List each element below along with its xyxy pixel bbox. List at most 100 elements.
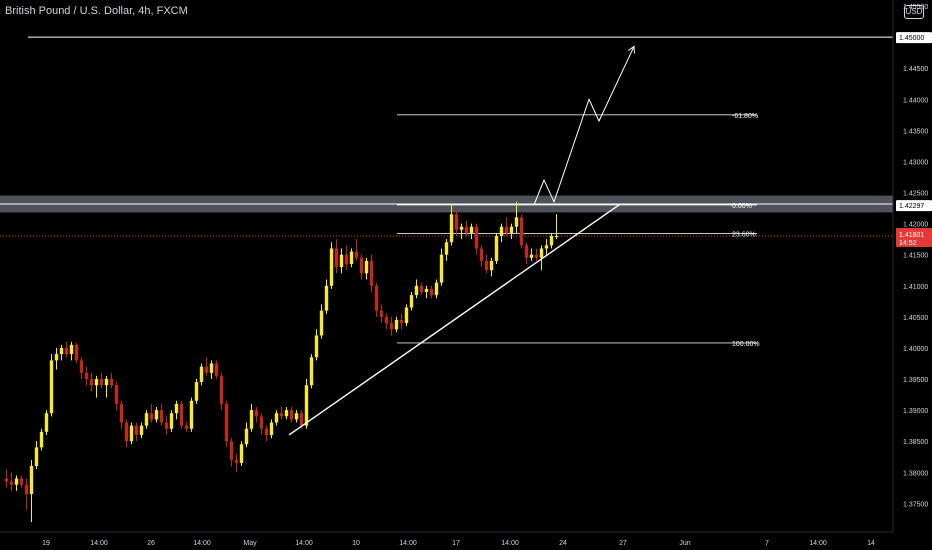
price-tick-label: 1.39000 <box>903 408 928 415</box>
time-tick-label: 27 <box>619 540 627 547</box>
candle-body <box>419 285 424 292</box>
candle-body <box>209 363 214 373</box>
time-tick-label: 26 <box>147 540 155 547</box>
time-axis: 19 14:00 26 14:00 May 14:00 10 14:00 17 14:00 24 27… <box>0 531 893 547</box>
projection-path[interactable] <box>533 46 635 206</box>
candle-body <box>344 254 349 264</box>
fib-level-label: -61.80% <box>732 113 758 120</box>
candle-body <box>409 295 414 308</box>
candle-body <box>244 428 249 445</box>
current-price-tag[interactable] <box>896 227 932 247</box>
price-tick-label: 1.44000 <box>903 97 928 104</box>
candle-body <box>199 366 204 383</box>
time-tick-label: 14:00 <box>193 540 211 547</box>
candle-body <box>74 344 79 361</box>
candle-body <box>34 447 39 467</box>
candle-body <box>314 335 319 358</box>
candle-body <box>249 410 254 429</box>
candle-body <box>219 375 224 404</box>
candle-body <box>154 410 159 420</box>
candle-body <box>279 413 284 417</box>
candle-body <box>444 242 449 255</box>
price-tick-label: 1.44500 <box>903 66 928 73</box>
candle-body <box>379 310 384 317</box>
current-price-countdown: 14:52 <box>899 240 917 247</box>
candle-body <box>304 385 309 426</box>
candle-body <box>294 413 299 420</box>
candle-body <box>259 416 264 429</box>
time-tick-label: 17 <box>452 540 460 547</box>
candle-body <box>289 410 294 420</box>
candle-body <box>489 260 494 271</box>
candle-body <box>514 217 519 227</box>
candle-body <box>364 260 369 274</box>
candle-body <box>69 344 74 355</box>
candle-body <box>464 226 469 233</box>
candle-body <box>389 323 394 330</box>
candle-body <box>274 413 279 423</box>
price-axis: 1.45500 1.44500 1.44000 1.43500 1.43000 1.425… <box>892 0 928 532</box>
candle-body <box>224 403 229 442</box>
candle-body <box>174 403 179 414</box>
ascending-trendline[interactable] <box>288 204 620 436</box>
candle-body <box>194 382 199 401</box>
candle-body <box>59 347 64 355</box>
candle-body <box>99 379 104 386</box>
current-price-value: 1.41801 <box>899 232 924 239</box>
candle-body <box>414 285 419 296</box>
price-tick-label: 1.41500 <box>903 253 928 260</box>
candle-body <box>44 413 49 432</box>
candle-body <box>299 413 304 426</box>
candle-body <box>454 214 459 230</box>
candle-body <box>394 319 399 330</box>
candle-body <box>229 441 234 460</box>
resistance-level-value: 1.42297 <box>899 203 924 210</box>
projection-arrowhead <box>628 45 635 54</box>
currency-badge[interactable]: USD <box>904 5 924 19</box>
price-tick-label: 1.40000 <box>903 346 928 353</box>
candle-body <box>39 431 44 448</box>
candle-body <box>384 316 389 324</box>
candle-body <box>19 478 24 485</box>
candle-body <box>554 236 559 238</box>
candle-body <box>234 459 239 463</box>
candle-body <box>139 425 144 435</box>
fib-level-label: 100.00% <box>732 341 760 348</box>
candle-body <box>484 260 489 271</box>
fibonacci-labels: -61.80% 0.00% 23.60% 100.00% <box>732 113 760 348</box>
fib-level-label: 0.00% <box>732 203 752 210</box>
time-tick-label: 19 <box>42 540 50 547</box>
candle-body <box>49 360 54 414</box>
candle-body <box>14 478 19 485</box>
target-level-tag[interactable] <box>896 32 932 44</box>
time-tick-label: 14:00 <box>501 540 519 547</box>
price-tick-label: 1.41000 <box>903 284 928 291</box>
candle-body <box>114 385 119 404</box>
price-tick-label: 1.37500 <box>903 501 928 508</box>
time-tick-label: 24 <box>559 540 567 547</box>
candle-body <box>404 307 409 324</box>
price-tick-label: 1.43500 <box>903 128 928 135</box>
candle-body <box>109 379 114 386</box>
candle-body <box>124 422 129 442</box>
candle-body <box>469 226 474 233</box>
candle-body <box>129 425 134 442</box>
time-tick-label: Jun <box>679 540 690 547</box>
price-tick-label: 1.42500 <box>903 191 928 198</box>
candle-body <box>334 248 339 268</box>
price-tick-label: 1.45500 <box>903 4 928 11</box>
candle-body <box>539 248 544 258</box>
resistance-level-tag[interactable] <box>896 200 932 212</box>
candle-body <box>254 410 259 417</box>
candle-body <box>359 257 364 274</box>
price-tick-label: 1.38500 <box>903 439 928 446</box>
candle-body <box>319 310 324 336</box>
candle-body <box>374 285 379 311</box>
candle-body <box>84 372 89 380</box>
candle-body <box>104 379 109 386</box>
fib-level-label: 23.60% <box>732 232 756 239</box>
candle-body <box>324 285 329 311</box>
candle-body <box>64 347 69 355</box>
candle-body <box>29 466 34 495</box>
